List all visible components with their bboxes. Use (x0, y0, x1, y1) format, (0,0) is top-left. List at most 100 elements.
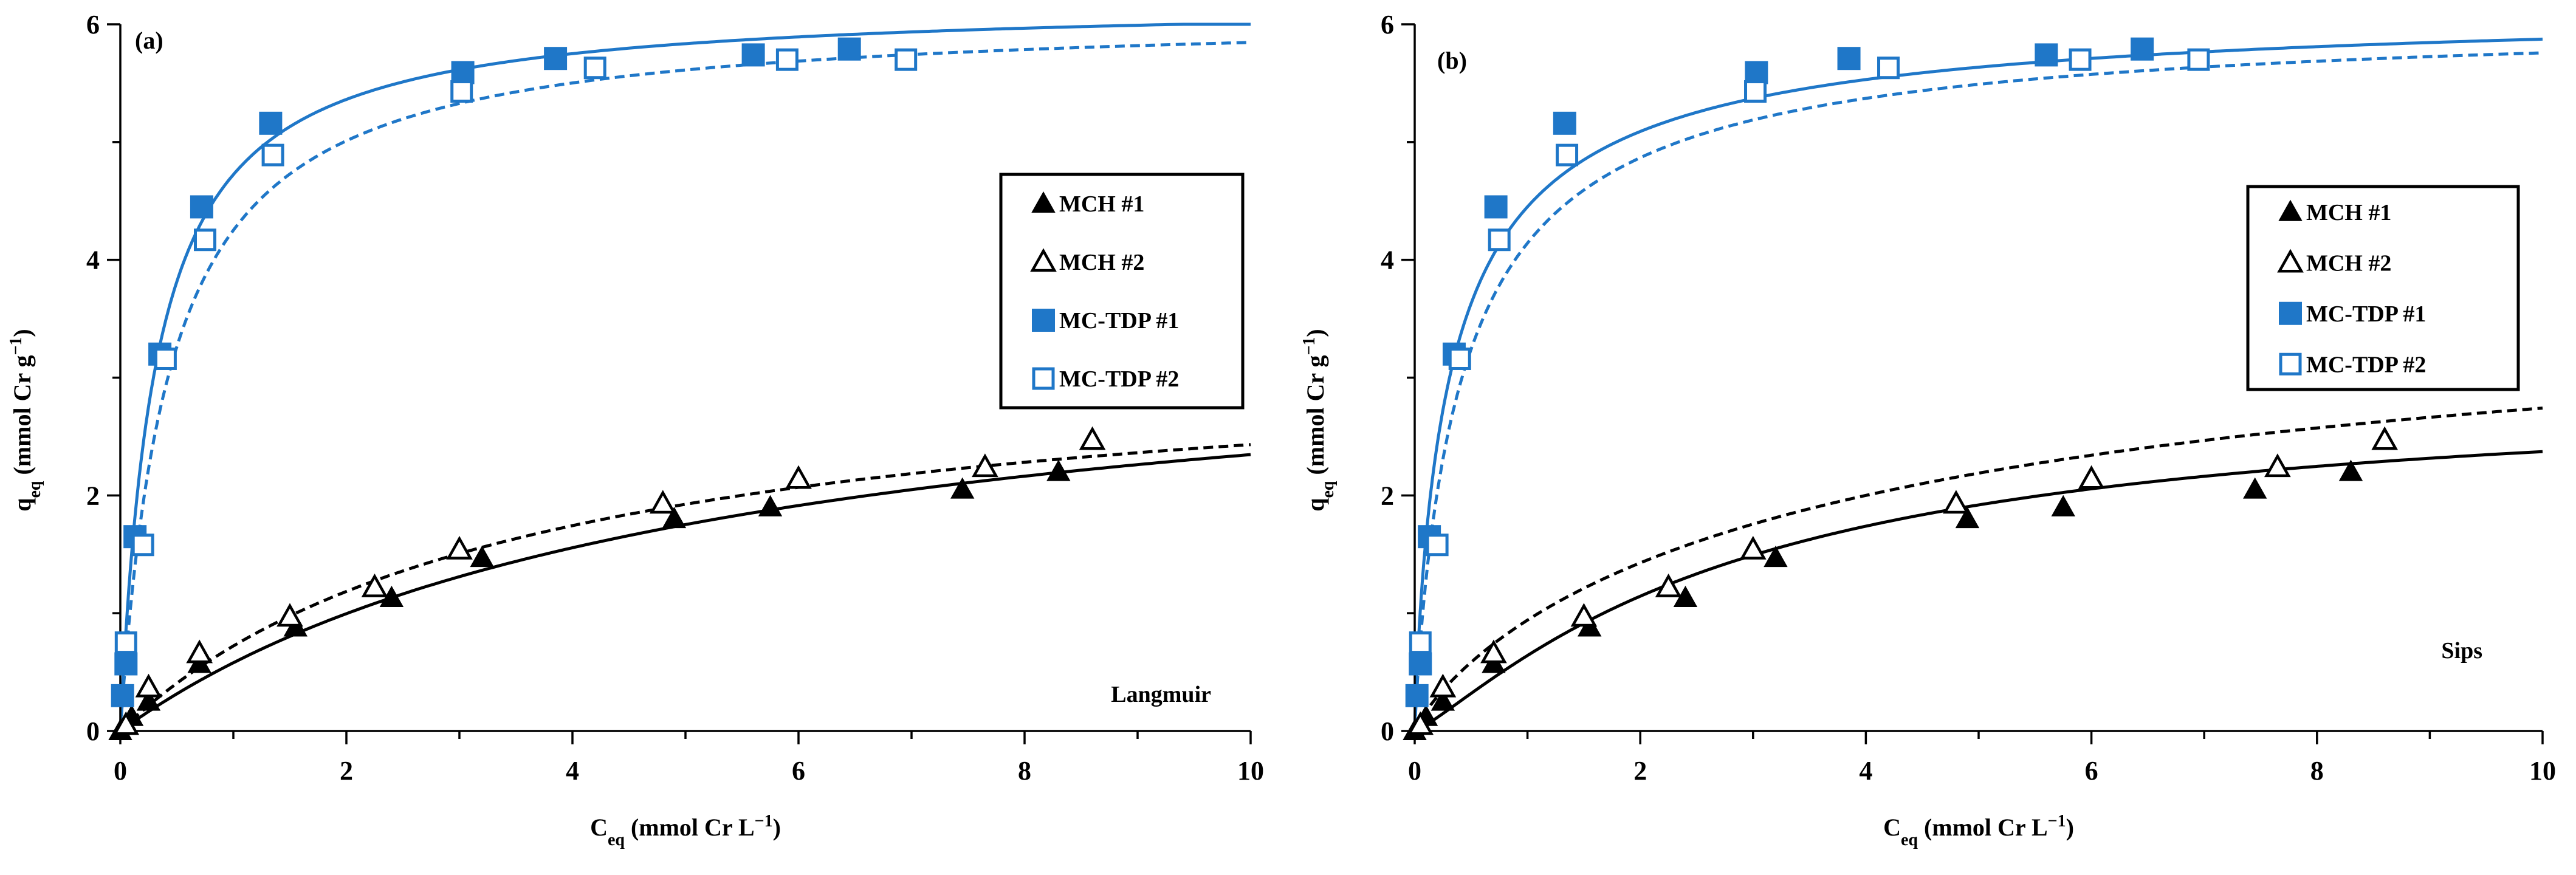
legend-marker (1031, 191, 1056, 213)
x-tick-label: 10 (1237, 756, 1264, 786)
data-point (2051, 495, 2075, 516)
fit-curve (119, 453, 1251, 733)
data-point (446, 535, 473, 560)
data-point (1943, 490, 1970, 514)
data-point (154, 347, 177, 370)
legend-label: MC-TDP #1 (2306, 301, 2426, 327)
data-point (1837, 47, 1861, 70)
data-point (1480, 639, 1507, 664)
legend-marker (2279, 352, 2302, 376)
data-point (1764, 546, 1788, 568)
data-point (2078, 465, 2105, 489)
data-point (136, 689, 161, 711)
chart-panel-a: 0 2 4 6 8 10 0 2 4 6 Ceq (mmol Cr L−1) qeq (mmol Cr… (7, 10, 1265, 849)
x-tick-label: 0 (1408, 756, 1421, 786)
y-tick-label: 0 (1381, 716, 1394, 746)
data-point (111, 684, 134, 707)
x-axis-title: Ceq (mmol Cr L−1) (590, 812, 781, 849)
data-point (1484, 195, 1508, 219)
data-point (112, 711, 140, 735)
data-point (2035, 43, 2058, 67)
data-point (194, 228, 216, 252)
data-point (1745, 61, 1768, 84)
y-tick-label: 2 (1381, 481, 1394, 510)
data-point (261, 143, 284, 166)
y-tick-label: 4 (1381, 245, 1394, 275)
x-tick-label: 2 (340, 756, 353, 786)
legend-marker (1030, 248, 1057, 272)
data-point (1407, 711, 1434, 735)
legend-label: MC-TDP #2 (2306, 352, 2426, 377)
data-point (2187, 48, 2210, 71)
legend-label: MCH #1 (2306, 200, 2391, 225)
data-point (1431, 689, 1455, 711)
legend-label: MC-TDP #2 (1059, 366, 1179, 392)
x-tick-label: 8 (1018, 756, 1031, 786)
data-point (1405, 684, 1429, 707)
data-point (1046, 459, 1071, 481)
legend: MCH #1 MCH #2 MC-TDP #1 MC-TDP #2 (2246, 185, 2520, 391)
panel-label: (a) (135, 27, 163, 54)
x-axis-title: Ceq (mmol Cr L−1) (1883, 812, 2074, 849)
data-point (544, 47, 568, 70)
data-point (450, 80, 473, 103)
data-point (1739, 535, 1767, 560)
data-point (135, 673, 162, 698)
data-point (114, 652, 138, 676)
data-point (895, 48, 918, 71)
legend: MCH #1 MCH #2 MC-TDP #1 MC-TDP #2 (999, 173, 1245, 410)
x-tick-label: 0 (114, 756, 127, 786)
y-axis-title: qeq (mmol Cr g−1) (1300, 329, 1338, 512)
data-point (758, 495, 783, 516)
data-point (276, 603, 303, 627)
x-tick-label: 2 (1633, 756, 1647, 786)
data-point (741, 43, 765, 67)
data-point (2264, 453, 2291, 478)
x-tick-label: 6 (792, 756, 805, 786)
data-point (1429, 673, 1457, 698)
data-point (775, 48, 799, 71)
x-tick-label: 8 (2310, 756, 2324, 786)
data-point (1409, 652, 1432, 676)
model-label: Sips (2441, 638, 2482, 664)
data-point (1553, 111, 1576, 135)
y-tick-label: 6 (1381, 10, 1394, 39)
y-tick-label: 2 (86, 481, 100, 510)
data-point (2338, 459, 2363, 481)
x-tick-label: 10 (2529, 756, 2556, 786)
fit-curve (119, 443, 1251, 732)
data-point (583, 57, 606, 80)
legend-marker (1032, 367, 1055, 390)
y-axis-title: qeq (mmol Cr g−1) (7, 329, 44, 512)
data-point (1426, 534, 1449, 557)
data-point (259, 111, 283, 135)
y-tick-label: 4 (86, 245, 100, 275)
data-point (1079, 426, 1106, 450)
fit-curve (1413, 407, 2543, 732)
data-point (1556, 143, 1579, 166)
data-point (972, 453, 998, 478)
legend-marker (2279, 301, 2302, 325)
data-point (1655, 573, 1682, 597)
data-point (114, 631, 137, 654)
y-tick-label: 0 (86, 716, 100, 746)
data-point (470, 546, 494, 568)
x-tick-label: 6 (2085, 756, 2098, 786)
data-point (1488, 228, 1511, 252)
panel-label: (b) (1437, 47, 1467, 74)
legend-label: MCH #2 (2306, 250, 2391, 276)
data-point (1955, 507, 1980, 529)
data-point (1744, 80, 1767, 103)
data-point (1448, 347, 1471, 370)
y-tick-label: 6 (86, 10, 100, 39)
data-point (361, 573, 388, 597)
data-point (785, 465, 812, 489)
data-point (2131, 37, 2154, 61)
data-point (1409, 631, 1432, 654)
legend-marker (2277, 249, 2304, 273)
data-point (1877, 57, 1900, 80)
data-point (649, 490, 676, 514)
data-point (2371, 426, 2399, 450)
legend-marker (2278, 199, 2303, 221)
